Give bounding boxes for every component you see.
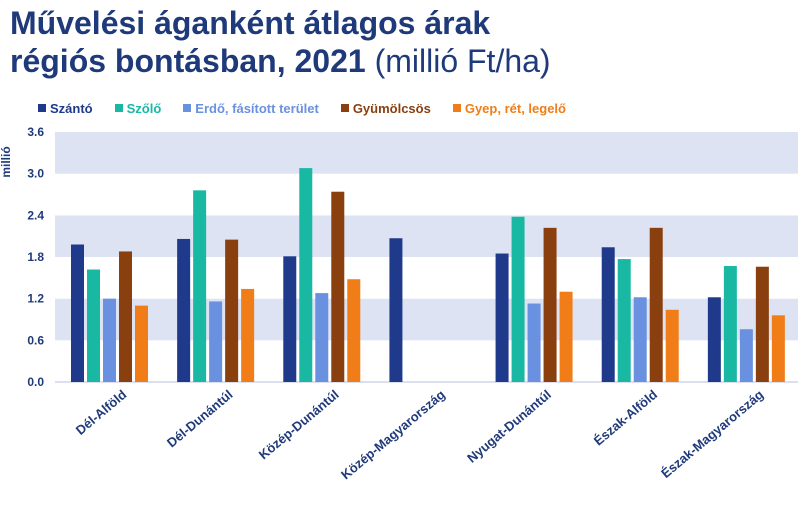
bar-5	[559, 291, 573, 382]
bar-1	[177, 238, 191, 382]
title-line-2-main: régiós bontásban, 2021	[10, 43, 366, 79]
bar-5	[665, 309, 679, 382]
x-tick-label: Észak-Magyarország	[658, 387, 766, 481]
grid-band	[55, 132, 798, 174]
bar-2	[511, 216, 525, 382]
legend-swatch	[452, 104, 461, 112]
y-tick-label: 0.6	[27, 333, 44, 347]
chart-title: Művelési áganként átlagos árak régiós bo…	[10, 4, 790, 80]
bar-3	[633, 297, 647, 382]
title-line-2: régiós bontásban, 2021 (millió Ft/ha)	[10, 42, 790, 80]
grid-band	[55, 257, 798, 299]
bar-3	[315, 293, 329, 382]
bar-1	[283, 256, 297, 382]
y-axis-label: millió	[0, 146, 13, 177]
legend-label: Gyümölcsös	[352, 100, 431, 116]
bar-2	[87, 269, 100, 382]
title-unit: (millió Ft/ha)	[365, 43, 551, 79]
bar-1	[495, 253, 509, 382]
bar-1	[71, 244, 84, 382]
bar-4	[649, 227, 663, 382]
y-tick-label: 0.0	[27, 375, 44, 389]
bar-5	[771, 315, 785, 382]
bar-4	[225, 239, 239, 382]
y-tick-label: 3.6	[27, 125, 44, 139]
x-tick-label: Észak-Alföld	[591, 387, 660, 449]
grid-band	[55, 215, 798, 257]
x-tick-label: Dél-Alföld	[73, 387, 130, 438]
bar-1	[601, 247, 615, 382]
x-tick-label: Közép-Magyarország	[338, 387, 448, 483]
bar-2	[617, 259, 631, 382]
x-tick-label: Nyugat-Dunántúl	[464, 387, 554, 466]
bar-5	[347, 279, 361, 382]
chart-legend: Szántó Szőlő Erdő, fásított terület Gyümölc…	[38, 98, 588, 118]
legend-swatch	[183, 104, 192, 112]
x-tick-label: Közép-Dunántúl	[256, 387, 342, 463]
y-tick-label: 2.4	[27, 208, 44, 222]
bar-2	[723, 266, 737, 382]
bar-4	[331, 191, 345, 382]
bar-4	[755, 266, 769, 382]
y-tick-label: 1.8	[27, 250, 44, 264]
bar-2	[193, 190, 207, 382]
grid-band	[55, 340, 798, 382]
x-tick-label: Dél-Dunántúl	[164, 387, 236, 450]
legend-swatch	[114, 104, 123, 112]
y-tick-label: 3.0	[27, 167, 44, 181]
bar-3	[527, 303, 541, 382]
bar-5	[241, 288, 255, 382]
legend-item-3: Erdő, fásított terület	[183, 98, 319, 118]
legend-item-2: Szőlő	[114, 98, 162, 118]
grid-band	[55, 173, 798, 216]
legend-item-5: Gyep, rét, legelő	[452, 98, 566, 118]
bar-5	[135, 305, 148, 382]
bar-3	[739, 329, 753, 382]
title-line-1: Művelési áganként átlagos árak	[10, 5, 491, 41]
legend-item-1: Szántó	[38, 98, 93, 118]
y-tick-label: 1.2	[27, 292, 44, 306]
bar-4	[119, 251, 132, 382]
legend-item-4: Gyümölcsös	[340, 98, 431, 118]
bar-2	[299, 168, 313, 382]
legend-swatch	[340, 104, 349, 112]
legend-swatch	[38, 104, 46, 112]
legend-label: Szántó	[50, 100, 93, 116]
bar-3	[103, 298, 116, 382]
legend-label: Gyep, rét, legelő	[464, 100, 566, 116]
bar-4	[543, 227, 557, 382]
legend-label: Szőlő	[126, 100, 162, 116]
bar-3	[209, 301, 223, 382]
grid-band	[55, 298, 798, 341]
bar-1	[389, 238, 403, 382]
legend-label: Erdő, fásított terület	[195, 100, 319, 116]
bar-1	[707, 297, 721, 382]
